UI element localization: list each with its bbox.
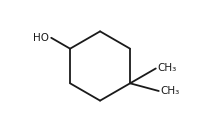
Text: CH₃: CH₃: [161, 86, 180, 96]
Text: CH₃: CH₃: [158, 63, 177, 73]
Text: HO: HO: [33, 33, 49, 43]
